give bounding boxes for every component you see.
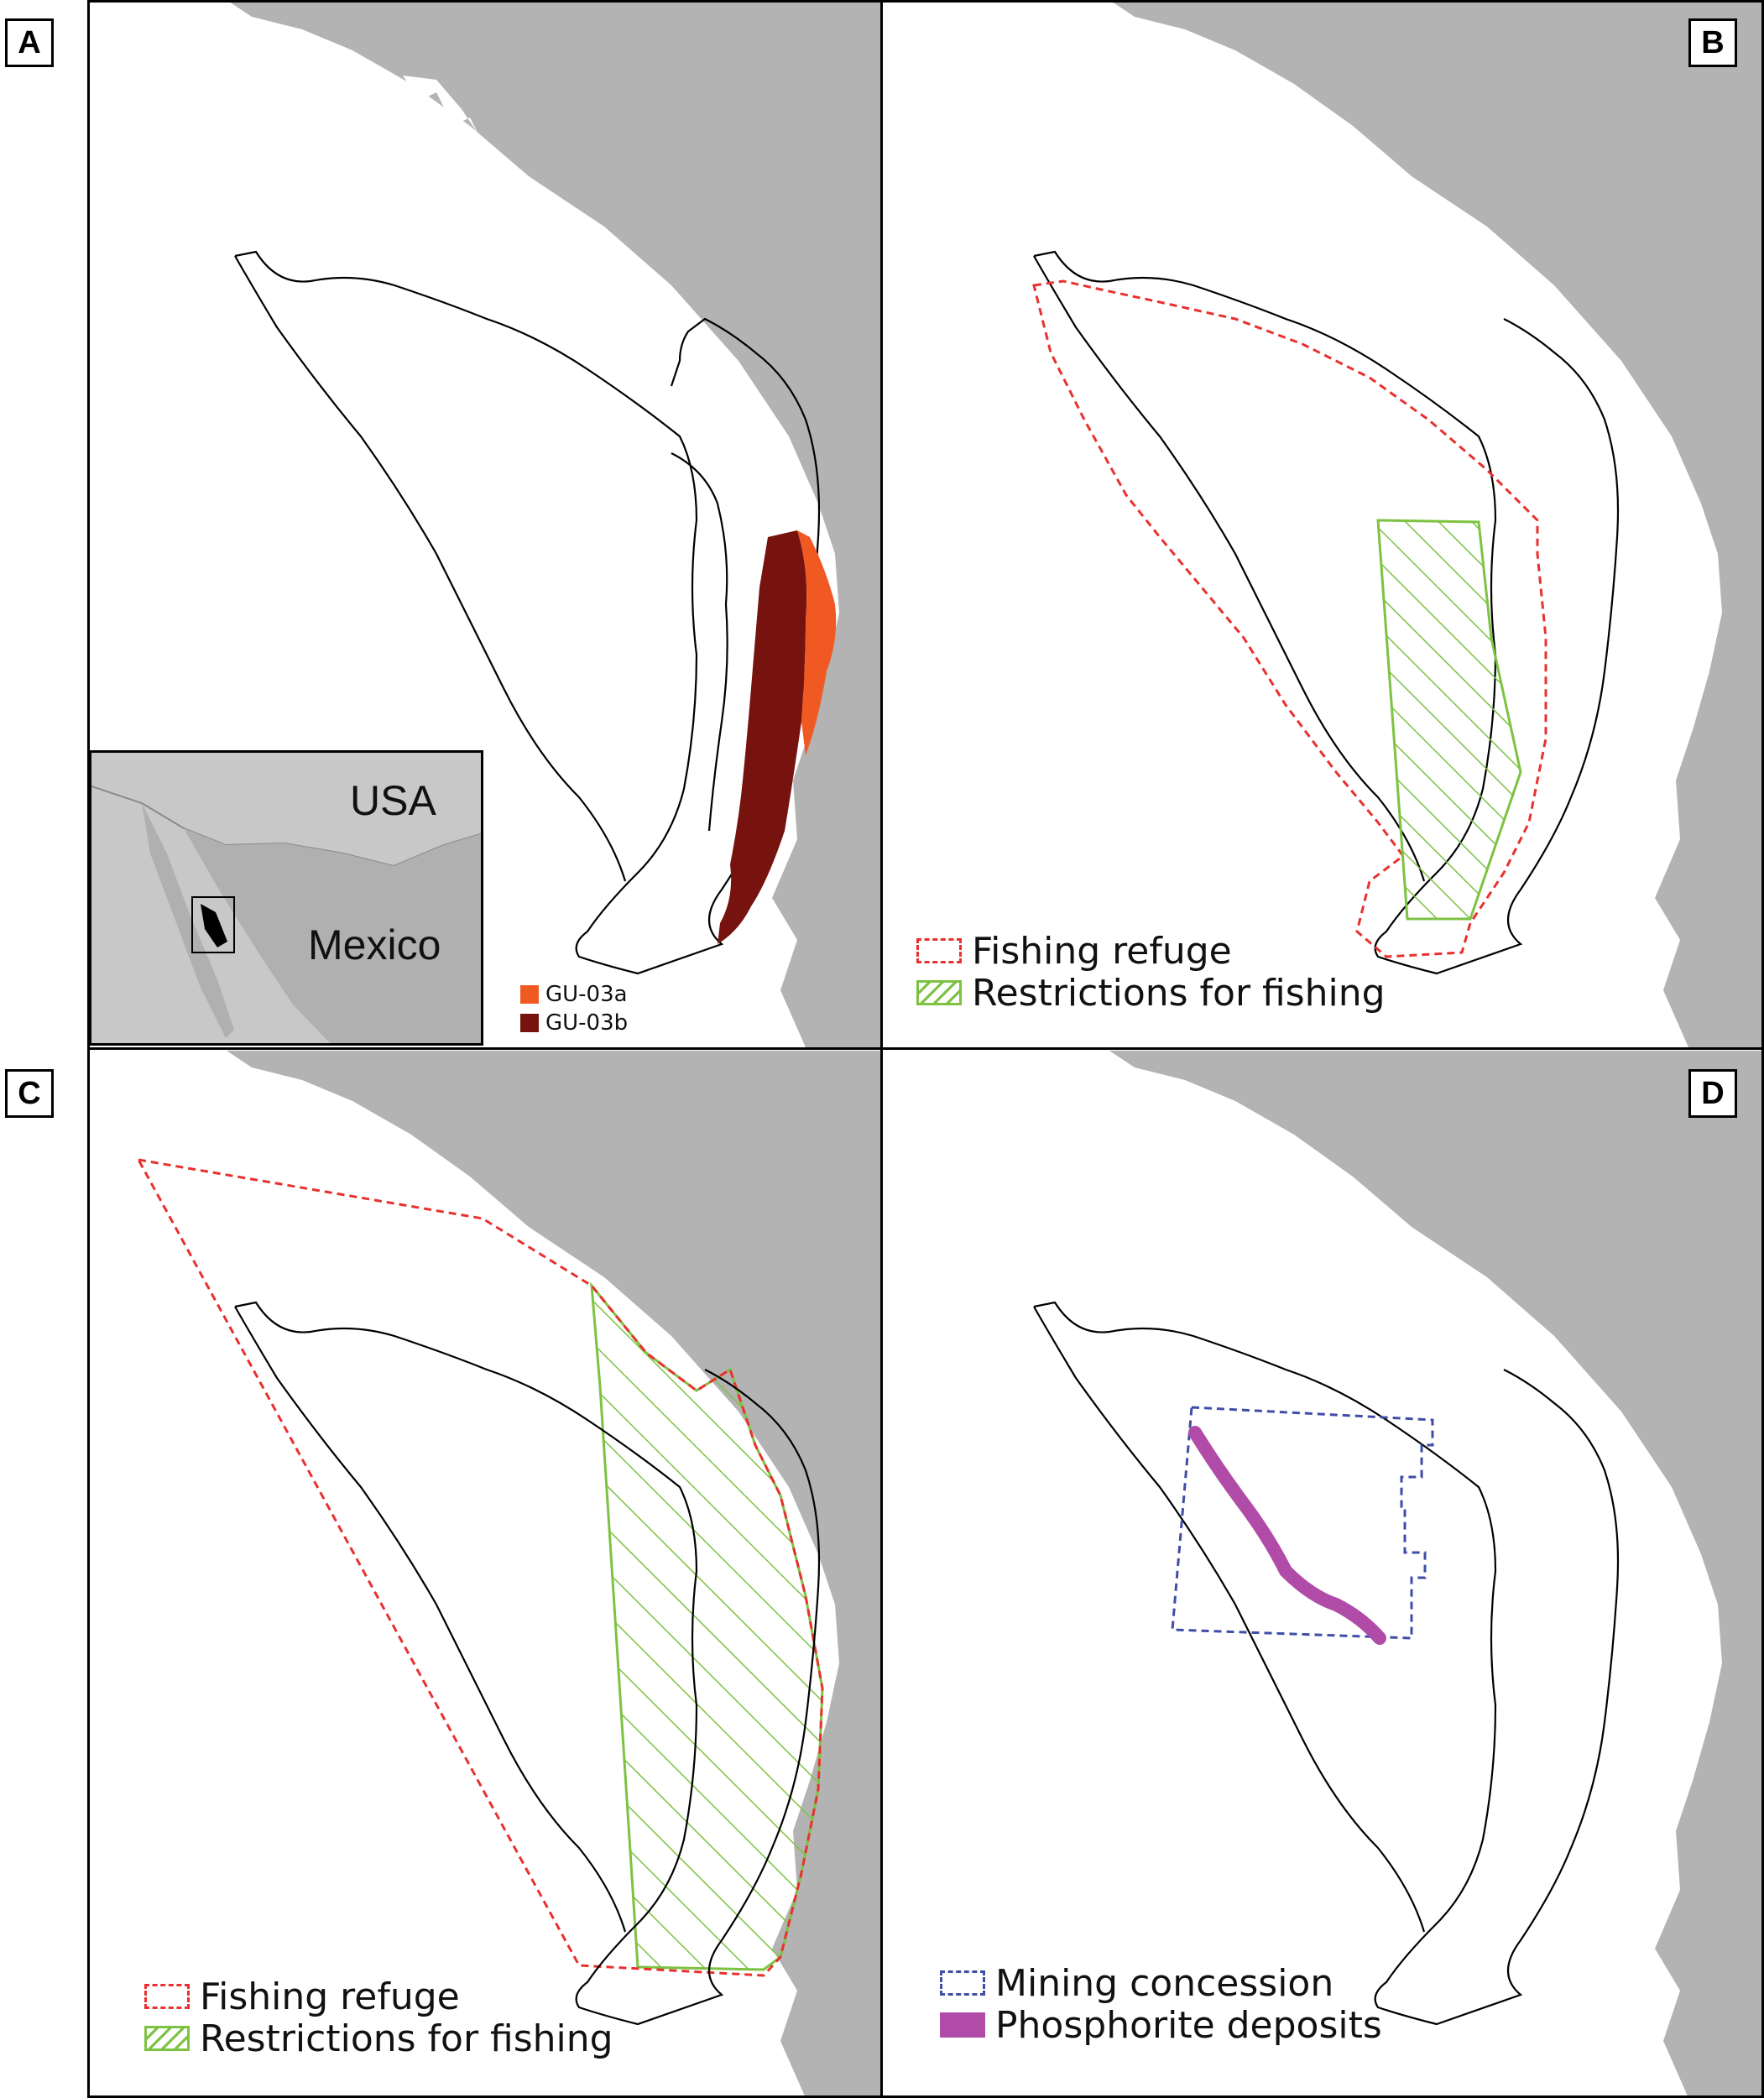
land-mass <box>227 0 881 1047</box>
gu-03b-zone <box>718 530 807 944</box>
legend-item-mining-concession: Mining concession <box>940 1961 1382 2005</box>
panel-tag-d: D <box>1688 1069 1737 1118</box>
map-a <box>227 0 881 1047</box>
legend-item-phosphorite: Phosphorite deposits <box>940 2003 1382 2047</box>
shelf-outline <box>1033 250 1620 975</box>
gu-03b-swatch <box>520 1014 539 1032</box>
inset-map <box>91 753 481 1043</box>
land-mass <box>1109 0 1764 1047</box>
country-label-mexico: Mexico <box>308 921 441 968</box>
legend-label: Phosphorite deposits <box>995 2003 1382 2047</box>
legend-item-gu-03a: GU-03a <box>520 980 628 1009</box>
legend-label: GU-03b <box>545 1010 629 1036</box>
study-area-box <box>191 896 235 953</box>
land-mass <box>227 1051 881 2098</box>
solid-swatch <box>940 2012 985 2038</box>
legend-label: Mining concession <box>995 1961 1334 2005</box>
frame-outer-top <box>87 0 1764 3</box>
shelf-outline-outer <box>234 250 821 975</box>
frame-outer-bottom <box>87 2095 1764 2098</box>
frame-divider-horizontal <box>87 1047 1764 1050</box>
legend-item-restrictions: Restrictions for fishing <box>916 971 1386 1015</box>
panel-tag-a: A <box>5 18 54 67</box>
dashed-swatch <box>916 938 962 963</box>
baja-peninsula <box>142 803 234 1038</box>
map-c <box>136 1051 881 2098</box>
dashed-swatch <box>144 1984 190 2009</box>
land-mass <box>1109 1051 1764 2098</box>
panel-b: B Fishing refuge Restrictions for fishin… <box>883 0 1764 1047</box>
hatched-swatch <box>916 980 962 1005</box>
legend-item-fishing-refuge: Fishing refuge <box>144 1975 613 2018</box>
mexico-mainland <box>184 828 481 1043</box>
gu-03a-swatch <box>520 985 539 1004</box>
fishing-refuge-area <box>136 1157 824 1977</box>
fishing-restriction-zone <box>1376 519 1522 921</box>
legend-item-fishing-refuge: Fishing refuge <box>916 929 1386 973</box>
legend-label: Fishing refuge <box>200 1975 460 2018</box>
legend-label: Restrictions for fishing <box>972 971 1386 1015</box>
panel-tag-c: C <box>5 1069 54 1118</box>
panel-tag-b: B <box>1688 18 1737 67</box>
fishing-refuge-area <box>1032 279 1547 958</box>
study-area-shape <box>201 904 227 947</box>
country-label-usa: USA <box>350 777 436 824</box>
phosphorite-deposits <box>1188 1426 1386 1645</box>
legend-label: Fishing refuge <box>972 929 1232 973</box>
panel-c: C Fishing refuge Restrictions for fishin… <box>0 1051 881 2098</box>
legend-b: Fishing refuge Restrictions for fishing <box>916 929 1386 1015</box>
dashed-swatch <box>940 1970 985 1996</box>
map-b <box>1032 0 1764 1047</box>
legend-label: Restrictions for fishing <box>200 2017 613 2060</box>
legend-item-gu-03b: GU-03b <box>520 1009 628 1037</box>
hatched-swatch <box>144 2026 190 2051</box>
map-d <box>1033 1051 1764 2098</box>
legend-a: GU-03a GU-03b <box>520 980 628 1037</box>
legend-item-restrictions: Restrictions for fishing <box>144 2017 613 2060</box>
mining-concession-area <box>1171 1406 1434 1640</box>
legend-label: GU-03a <box>545 982 628 1007</box>
legend-c: Fishing refuge Restrictions for fishing <box>144 1975 613 2060</box>
legend-d: Mining concession Phosphorite deposits <box>940 1961 1382 2047</box>
shelf-outline <box>234 1301 821 2026</box>
shelf-outline <box>1033 1301 1620 2026</box>
gu-03a-zone <box>797 530 837 755</box>
shelf-outline-inner <box>671 452 728 832</box>
inset-locator-map: USA Mexico <box>89 750 483 1046</box>
coastline-inlet <box>403 76 478 134</box>
panel-d: D Mining concession Phosphorite deposits <box>883 1051 1764 2098</box>
